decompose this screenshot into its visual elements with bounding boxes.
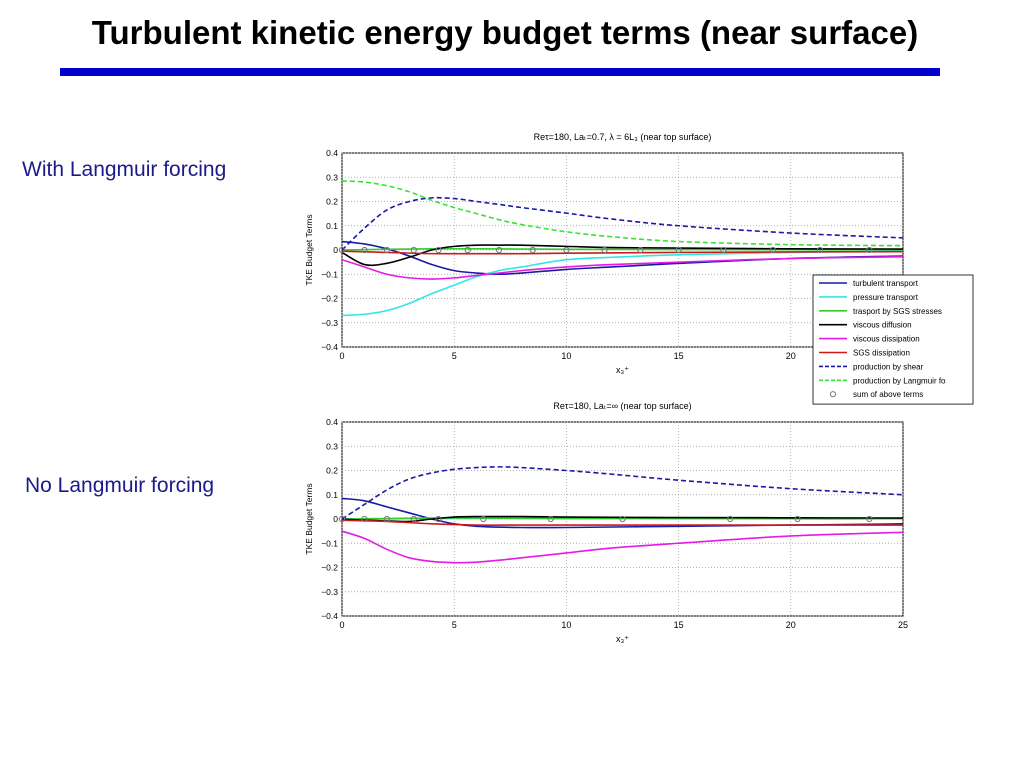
- title-underline: [60, 68, 940, 76]
- series-line-viscous-dissipation: [342, 255, 903, 280]
- x-tick-label: 15: [674, 351, 684, 361]
- y-tick-label: −0.1: [321, 269, 338, 279]
- x-tick-label: 20: [786, 620, 796, 630]
- series-line-turbulent-transport: [342, 240, 903, 276]
- chart-2: 0 5 10 15 20 25 0.4 0.3 0.2 0.1 0 −0.1 −0.2 −0.3 −0.4 R…: [290, 397, 972, 672]
- y-axis-label: TKE Budget Terms: [304, 483, 314, 554]
- series-marker-sum-of-above-terms: [464, 246, 471, 254]
- y-tick-label: 0.2: [326, 466, 338, 476]
- x-tick-label: 25: [898, 620, 908, 630]
- y-tick-label: −0.2: [321, 563, 338, 573]
- legend-entry: SGS dissipation: [853, 349, 910, 358]
- series-line-production-by-shear: [342, 196, 903, 251]
- legend-entry: viscous diffusion: [853, 321, 912, 330]
- y-tick-label: 0.4: [326, 148, 338, 158]
- series-line-sgs-dissipation: [342, 519, 903, 526]
- series-marker-sum-of-above-terms: [361, 515, 368, 523]
- series-marker-sum-of-above-terms: [769, 246, 776, 254]
- series-marker-sum-of-above-terms: [495, 246, 503, 254]
- x-tick-label: 5: [452, 351, 457, 361]
- series-marker-sum-of-above-terms: [619, 515, 626, 523]
- x-tick-label: 0: [339, 351, 344, 361]
- chart-legend: turbulent transport pressure transport tra…: [812, 274, 974, 405]
- y-tick-label: −0.3: [321, 587, 338, 597]
- legend-entry: trasport by SGS stresses: [853, 307, 942, 316]
- legend-swatch: [829, 391, 837, 398]
- x-axis-label: x₃⁺: [616, 365, 629, 375]
- series-marker-sum-of-above-terms: [601, 246, 608, 254]
- series-marker-sum-of-above-terms: [563, 246, 570, 254]
- y-tick-label: 0: [333, 245, 338, 255]
- chart-1: 05101520250.40.30.20.10−0.1−0.2−0.3−0.4R…: [290, 112, 972, 375]
- series-marker-sum-of-above-terms: [383, 515, 390, 523]
- series-line-production-by-shear: [342, 466, 903, 520]
- legend-entry: turbulent transport: [853, 279, 919, 288]
- y-tick-label: 0: [333, 514, 338, 524]
- series-marker-sum-of-above-terms: [338, 515, 346, 523]
- series-marker-sum-of-above-terms: [529, 246, 536, 254]
- x-axis-label: x₃⁺: [616, 634, 629, 644]
- y-tick-label: 0.4: [326, 417, 338, 427]
- series-marker-sum-of-above-terms: [675, 246, 682, 254]
- series-marker-sum-of-above-terms: [794, 515, 801, 523]
- series-marker-sum-of-above-terms: [547, 515, 554, 523]
- series-marker-sum-of-above-terms: [383, 246, 390, 254]
- y-tick-label: −0.3: [321, 318, 338, 328]
- legend-entry: production by shear: [853, 362, 924, 371]
- series-marker-sum-of-above-terms: [435, 246, 442, 254]
- series-marker-sum-of-above-terms: [720, 246, 727, 254]
- legend-entry: sum of above terms: [853, 390, 923, 399]
- series-marker-sum-of-above-terms: [435, 515, 442, 523]
- x-tick-label: 0: [339, 620, 344, 630]
- series-line-pressure-transport: [342, 250, 903, 317]
- y-tick-label: 0.2: [326, 197, 338, 207]
- y-tick-label: 0.1: [326, 221, 338, 231]
- series-marker-sum-of-above-terms: [637, 246, 644, 254]
- series-marker-sum-of-above-terms: [480, 515, 487, 523]
- series-marker-sum-of-above-terms: [866, 515, 873, 523]
- slide-title: Turbulent kinetic energy budget terms (n…: [91, 14, 919, 51]
- legend-entry: viscous dissipation: [853, 335, 920, 344]
- label-with-langmuir: With Langmuir forcing: [22, 158, 227, 181]
- series-marker-sum-of-above-terms: [410, 515, 417, 523]
- y-tick-label: −0.4: [321, 342, 338, 352]
- x-tick-label: 10: [561, 620, 571, 630]
- series-marker-sum-of-above-terms: [866, 246, 873, 254]
- x-tick-label: 10: [561, 351, 571, 361]
- series-line-sgs-dissipation: [342, 250, 903, 255]
- y-axis-label: TKE Budget Terms: [304, 214, 314, 285]
- legend-entry: pressure transport: [853, 293, 919, 302]
- legend-entry: production by Langmuir fo: [853, 376, 946, 385]
- y-tick-label: −0.4: [321, 611, 338, 621]
- chart-title: Reτ=180, Laₜ=0.7, λ = 6L₃ (near top surf…: [534, 132, 712, 142]
- chart-title: Reτ=180, Laₜ=∞ (near top surface): [553, 401, 691, 411]
- x-tick-label: 5: [452, 620, 457, 630]
- y-tick-label: −0.2: [321, 294, 338, 304]
- y-tick-label: 0.3: [326, 172, 338, 182]
- series-line-production-by-langmuir-fo: [342, 180, 903, 247]
- y-tick-label: 0.1: [326, 490, 338, 500]
- x-tick-label: 15: [674, 620, 684, 630]
- series-line-viscous-dissipation: [342, 530, 903, 564]
- label-no-langmuir: No Langmuir forcing: [25, 474, 215, 497]
- series-marker-sum-of-above-terms: [410, 246, 417, 254]
- series-line-trasport-by-sgs-stresses: [342, 247, 903, 251]
- series-marker-sum-of-above-terms: [816, 246, 824, 254]
- series-marker-sum-of-above-terms: [727, 515, 734, 523]
- series-marker-sum-of-above-terms: [361, 246, 368, 254]
- y-tick-label: −0.1: [321, 538, 338, 548]
- series-line-trasport-by-sgs-stresses: [342, 517, 903, 520]
- series-marker-sum-of-above-terms: [338, 246, 346, 254]
- series-line-viscous-diffusion: [342, 244, 903, 267]
- y-tick-label: 0.3: [326, 441, 338, 451]
- x-tick-label: 20: [786, 351, 796, 361]
